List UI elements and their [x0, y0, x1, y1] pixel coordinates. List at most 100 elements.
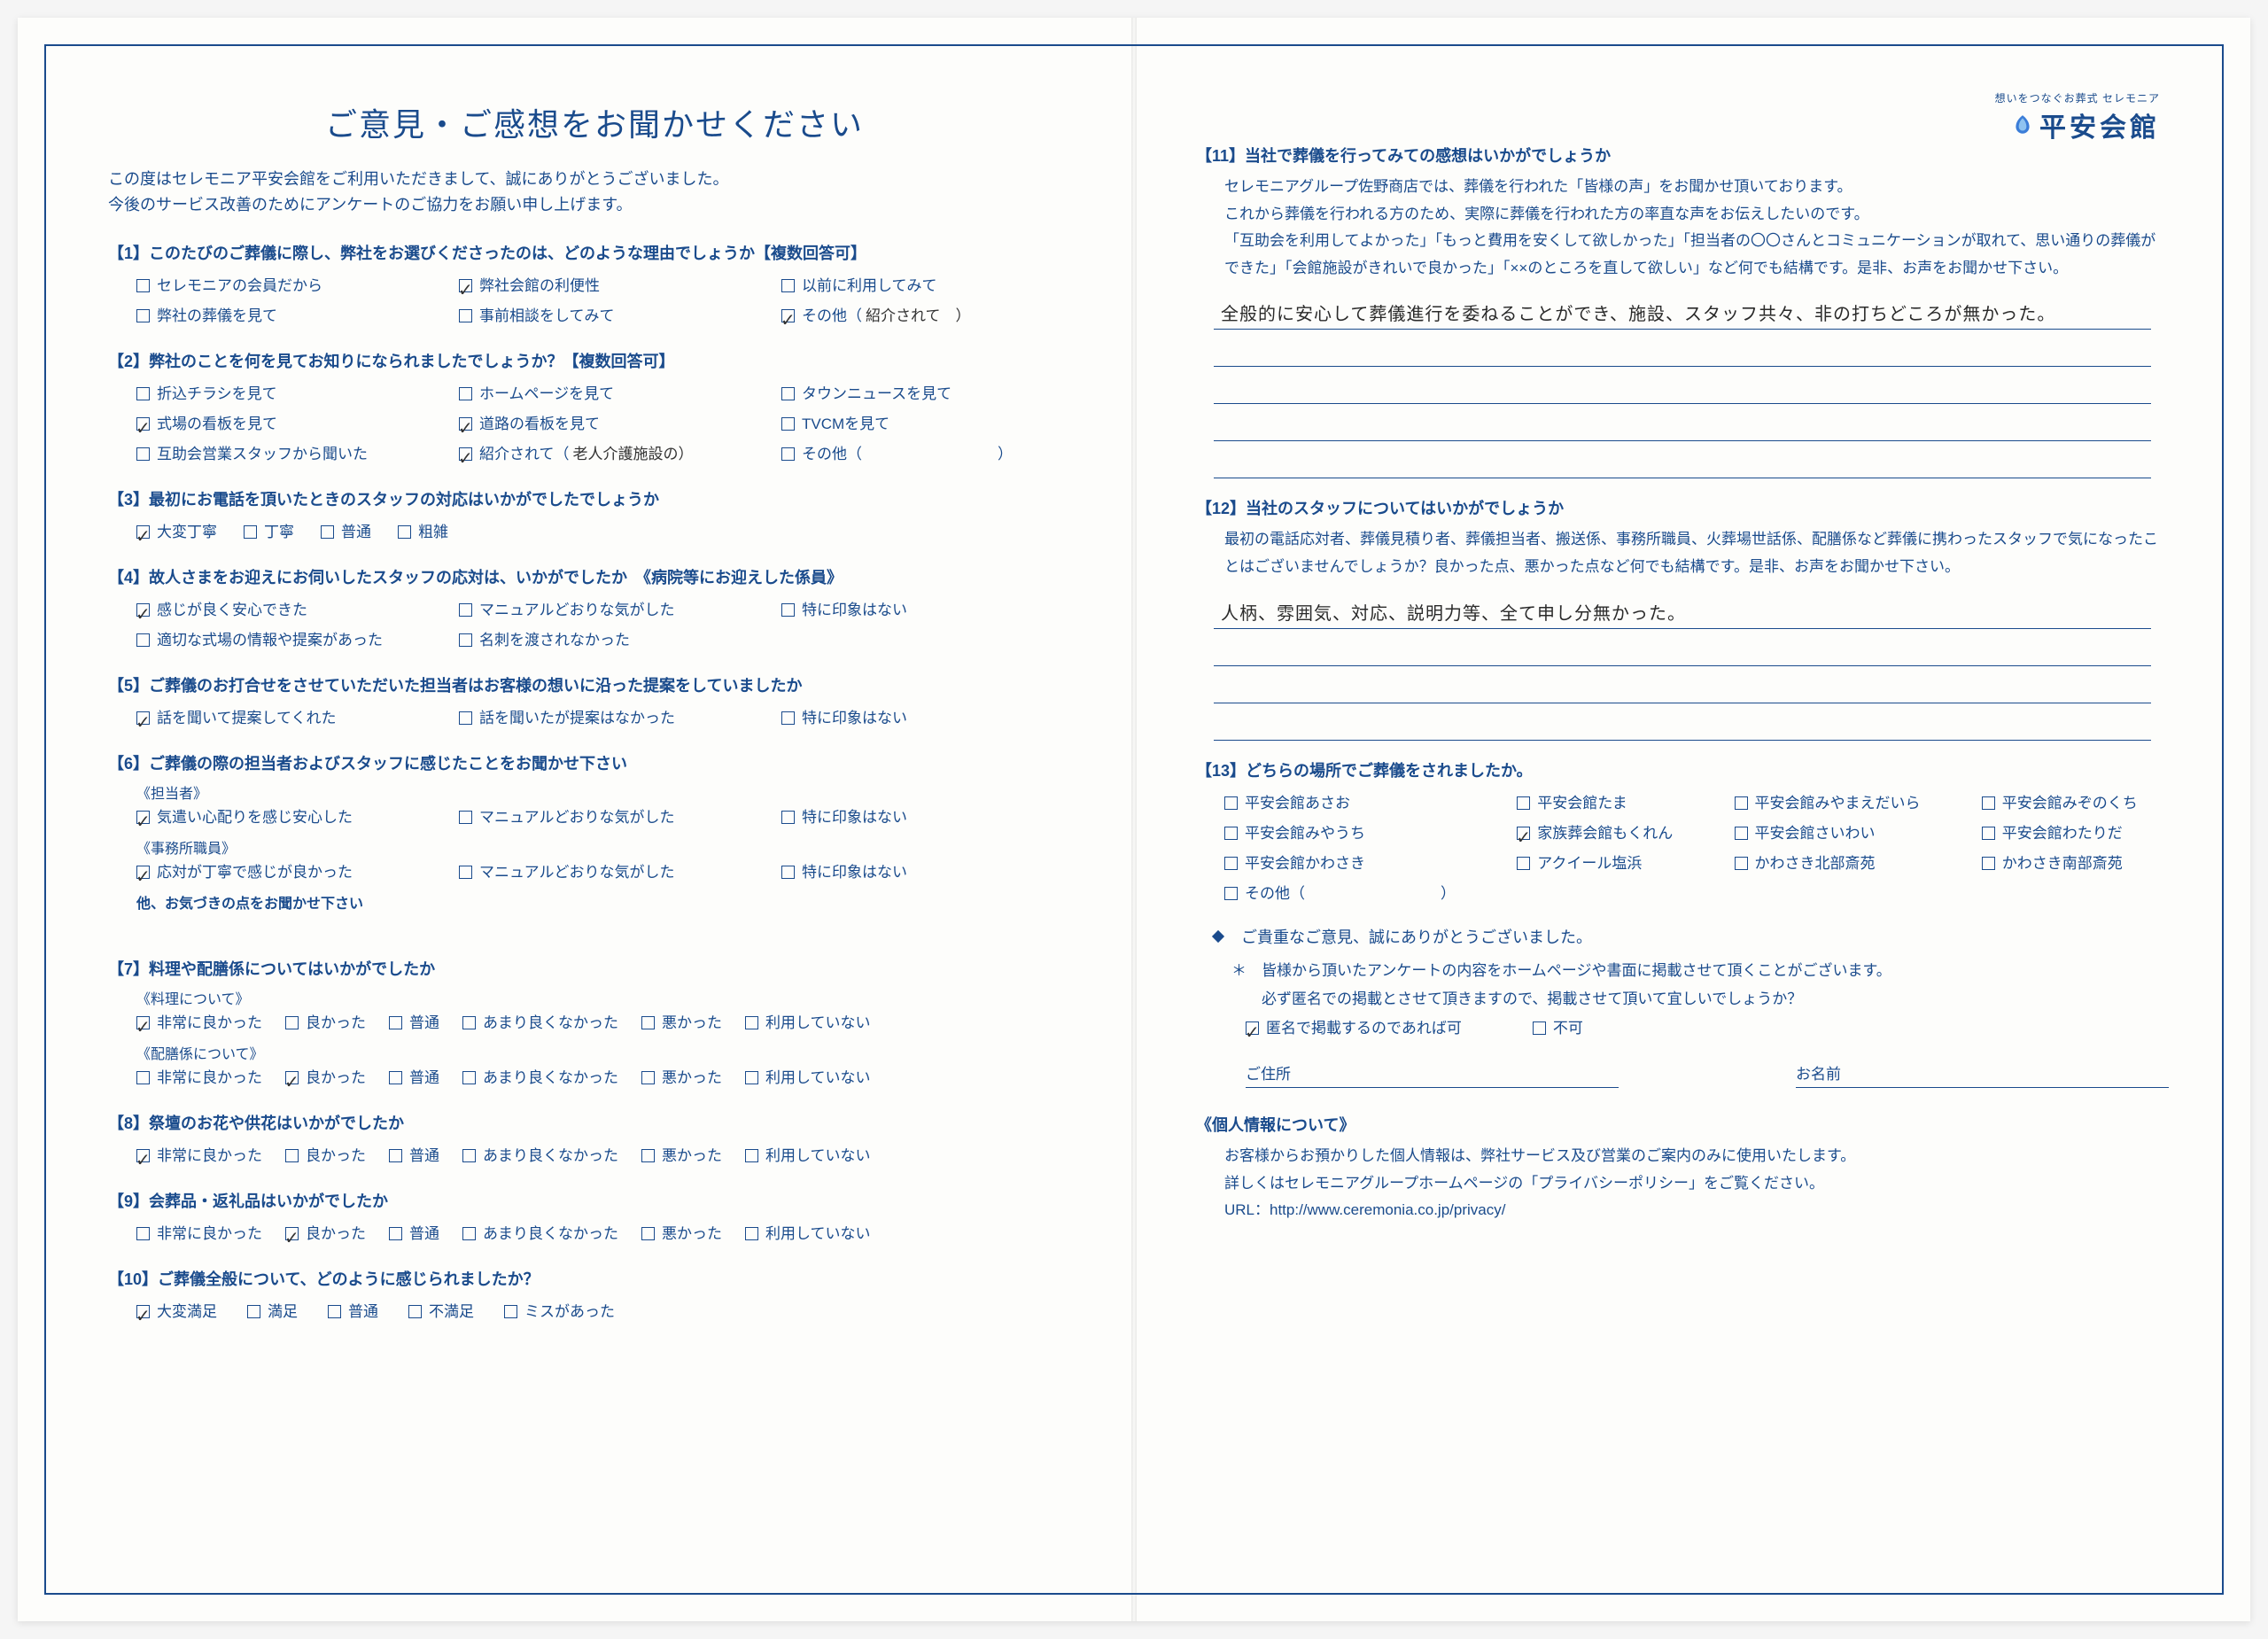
rating-option[interactable]: 良かった: [285, 1141, 366, 1171]
checkbox[interactable]: [781, 447, 795, 461]
checkbox[interactable]: [321, 525, 334, 539]
option[interactable]: 粗雑: [398, 517, 448, 548]
checkbox[interactable]: [136, 309, 150, 322]
checkbox[interactable]: [136, 1016, 150, 1029]
option[interactable]: 特に印象はない: [781, 703, 1081, 734]
checkbox[interactable]: [136, 1149, 150, 1162]
checkbox[interactable]: [328, 1305, 341, 1318]
option[interactable]: マニュアルどおりな気がした: [459, 803, 758, 833]
checkbox[interactable]: [781, 603, 795, 617]
option[interactable]: 事前相談をしてみて: [459, 301, 758, 331]
option[interactable]: その他（紹介されて ）: [781, 301, 1081, 331]
checkbox[interactable]: [1735, 827, 1748, 840]
option[interactable]: 特に印象はない: [781, 858, 1081, 888]
option[interactable]: 平安会館みぞのくち: [1982, 788, 2169, 819]
rating-option[interactable]: 普通: [389, 1008, 439, 1038]
option[interactable]: 平安会館さいわい: [1735, 819, 1952, 849]
checkbox[interactable]: [459, 811, 472, 824]
rating-option[interactable]: 利用していない: [745, 1008, 871, 1038]
option[interactable]: 平安会館あさお: [1224, 788, 1487, 819]
checkbox[interactable]: [641, 1149, 655, 1162]
rating-option[interactable]: 不満足: [408, 1297, 474, 1327]
checkbox[interactable]: [136, 711, 150, 725]
option[interactable]: 平安会館わたりだ: [1982, 819, 2169, 849]
option[interactable]: 道路の看板を見て: [459, 409, 758, 439]
checkbox[interactable]: [781, 417, 795, 431]
q12-writelines[interactable]: 人柄、雰囲気、対応、説明力等、全て申し分無かった。: [1214, 592, 2151, 741]
checkbox[interactable]: [459, 633, 472, 647]
rating-option[interactable]: あまり良くなかった: [462, 1141, 618, 1171]
checkbox[interactable]: [1735, 857, 1748, 870]
checkbox[interactable]: [1224, 887, 1238, 900]
rating-option[interactable]: 良かった: [285, 1219, 366, 1249]
option[interactable]: 丁寧: [244, 517, 294, 548]
checkbox[interactable]: [1246, 1021, 1259, 1035]
checkbox[interactable]: [136, 811, 150, 824]
option[interactable]: 互助会営業スタッフから聞いた: [136, 439, 436, 470]
option[interactable]: マニュアルどおりな気がした: [459, 858, 758, 888]
checkbox[interactable]: [459, 309, 472, 322]
checkbox[interactable]: [781, 309, 795, 322]
option[interactable]: 特に印象はない: [781, 595, 1081, 625]
rating-option[interactable]: 普通: [389, 1063, 439, 1093]
checkbox[interactable]: [462, 1149, 476, 1162]
publish-option[interactable]: 匿名で掲載するのであれば可: [1246, 1014, 1462, 1044]
checkbox[interactable]: [504, 1305, 517, 1318]
option[interactable]: 平安会館かわさき: [1224, 849, 1487, 879]
checkbox[interactable]: [745, 1016, 758, 1029]
option[interactable]: 応対が丁寧で感じが良かった: [136, 858, 436, 888]
rating-option[interactable]: 満足: [247, 1297, 298, 1327]
checkbox[interactable]: [136, 1071, 150, 1084]
rating-option[interactable]: 普通: [389, 1141, 439, 1171]
rating-option[interactable]: 良かった: [285, 1008, 366, 1038]
rating-option[interactable]: 良かった: [285, 1063, 366, 1093]
option[interactable]: ホームページを見て: [459, 379, 758, 409]
checkbox[interactable]: [641, 1227, 655, 1240]
checkbox[interactable]: [745, 1227, 758, 1240]
option[interactable]: 折込チラシを見て: [136, 379, 436, 409]
checkbox[interactable]: [136, 603, 150, 617]
checkbox[interactable]: [408, 1305, 422, 1318]
checkbox[interactable]: [781, 866, 795, 879]
checkbox[interactable]: [1982, 796, 1995, 810]
checkbox[interactable]: [459, 387, 472, 400]
rating-option[interactable]: 利用していない: [745, 1063, 871, 1093]
checkbox[interactable]: [1224, 857, 1238, 870]
option[interactable]: アクイール塩浜: [1517, 849, 1704, 879]
option[interactable]: 弊社会館の利便性: [459, 271, 758, 301]
checkbox[interactable]: [1517, 796, 1530, 810]
checkbox[interactable]: [285, 1227, 299, 1240]
option[interactable]: 普通: [321, 517, 371, 548]
option[interactable]: 平安会館みやうち: [1224, 819, 1487, 849]
option[interactable]: 話を聞いたが提案はなかった: [459, 703, 758, 734]
checkbox[interactable]: [459, 447, 472, 461]
option[interactable]: 以前に利用してみて: [781, 271, 1081, 301]
checkbox[interactable]: [459, 711, 472, 725]
rating-option[interactable]: 非常に良かった: [136, 1219, 262, 1249]
option[interactable]: 適切な式場の情報や提案があった: [136, 625, 436, 656]
option[interactable]: 感じが良く安心できた: [136, 595, 436, 625]
checkbox[interactable]: [389, 1149, 402, 1162]
option[interactable]: 大変丁寧: [136, 517, 217, 548]
checkbox[interactable]: [285, 1149, 299, 1162]
rating-option[interactable]: 悪かった: [641, 1219, 722, 1249]
checkbox[interactable]: [641, 1071, 655, 1084]
rating-option[interactable]: 普通: [389, 1219, 439, 1249]
option[interactable]: 家族葬会館もくれん: [1517, 819, 1704, 849]
option[interactable]: 弊社の葬儀を見て: [136, 301, 436, 331]
checkbox[interactable]: [244, 525, 257, 539]
checkbox[interactable]: [1533, 1021, 1546, 1035]
checkbox[interactable]: [1982, 857, 1995, 870]
rating-option[interactable]: 利用していない: [745, 1219, 871, 1249]
option[interactable]: その他（ ）: [781, 439, 1081, 470]
checkbox[interactable]: [136, 525, 150, 539]
checkbox[interactable]: [136, 866, 150, 879]
checkbox[interactable]: [136, 417, 150, 431]
rating-option[interactable]: 悪かった: [641, 1063, 722, 1093]
checkbox[interactable]: [1517, 827, 1530, 840]
checkbox[interactable]: [136, 633, 150, 647]
option[interactable]: かわさき北部斎苑: [1735, 849, 1952, 879]
option[interactable]: 特に印象はない: [781, 803, 1081, 833]
checkbox[interactable]: [136, 1227, 150, 1240]
rating-option[interactable]: 悪かった: [641, 1141, 722, 1171]
